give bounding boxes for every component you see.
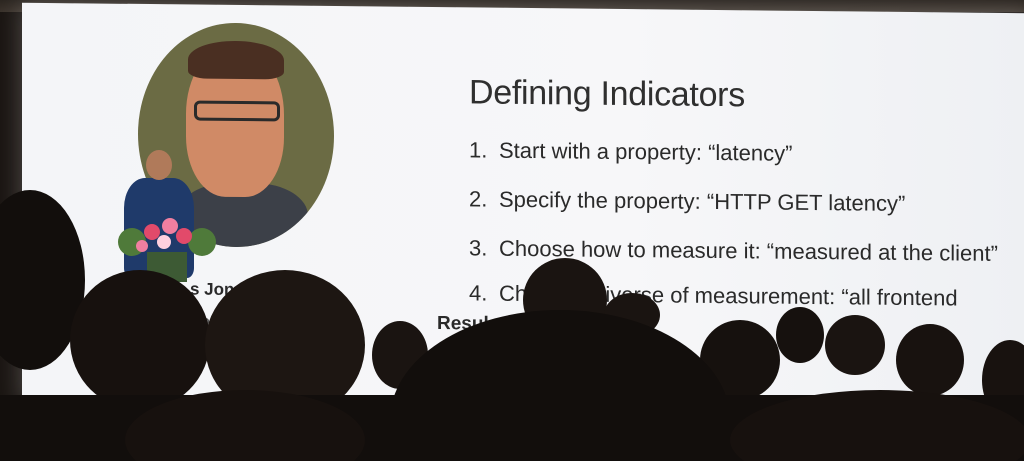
- flower-arrangement: [118, 218, 216, 282]
- speaker-head: [146, 150, 172, 180]
